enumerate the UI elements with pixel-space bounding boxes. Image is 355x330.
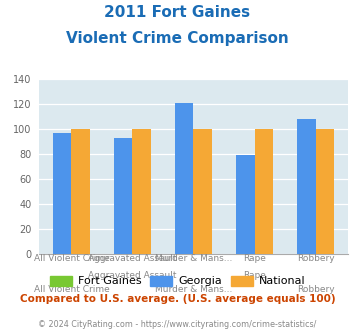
Bar <box>193 129 212 254</box>
Text: Robbery: Robbery <box>297 254 334 263</box>
Text: Compared to U.S. average. (U.S. average equals 100): Compared to U.S. average. (U.S. average … <box>20 294 335 304</box>
Bar <box>71 129 90 254</box>
Text: All Violent Crime: All Violent Crime <box>33 254 109 263</box>
Bar <box>236 155 255 254</box>
Text: Violent Crime Comparison: Violent Crime Comparison <box>66 31 289 46</box>
Text: Aggravated Assault: Aggravated Assault <box>88 254 177 263</box>
Text: All Violent Crime: All Violent Crime <box>33 285 109 294</box>
Text: Rape: Rape <box>243 271 266 280</box>
Text: Murder & Mans...: Murder & Mans... <box>155 285 232 294</box>
Bar <box>255 129 273 254</box>
Text: Rape: Rape <box>243 254 266 263</box>
Bar <box>175 103 193 254</box>
Text: Murder & Mans...: Murder & Mans... <box>155 254 232 263</box>
Bar <box>114 138 132 254</box>
Text: Robbery: Robbery <box>297 285 334 294</box>
Bar <box>132 129 151 254</box>
Text: 2011 Fort Gaines: 2011 Fort Gaines <box>104 5 251 20</box>
Bar <box>53 133 71 254</box>
Bar <box>316 129 334 254</box>
Bar <box>297 119 316 254</box>
Text: © 2024 CityRating.com - https://www.cityrating.com/crime-statistics/: © 2024 CityRating.com - https://www.city… <box>38 320 317 329</box>
Text: Aggravated Assault: Aggravated Assault <box>88 271 177 280</box>
Legend: Fort Gaines, Georgia, National: Fort Gaines, Georgia, National <box>45 271 310 291</box>
